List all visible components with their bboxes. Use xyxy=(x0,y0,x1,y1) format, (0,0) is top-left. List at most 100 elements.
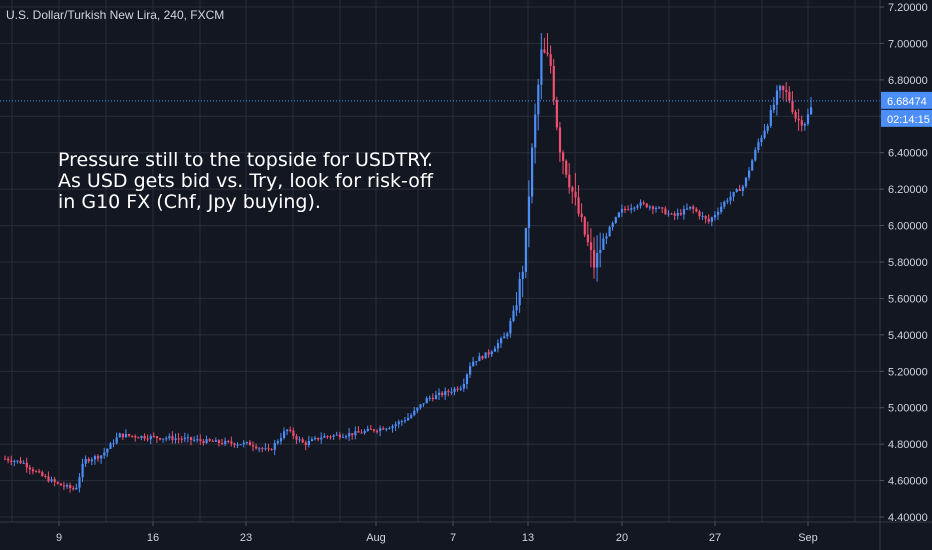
candle[interactable] xyxy=(512,305,515,323)
candle[interactable] xyxy=(177,433,180,444)
candle[interactable] xyxy=(543,37,546,54)
candles[interactable] xyxy=(4,33,813,493)
candle[interactable] xyxy=(304,440,307,451)
candle[interactable] xyxy=(614,216,617,225)
candle[interactable] xyxy=(90,457,93,466)
candle[interactable] xyxy=(642,200,645,206)
candle[interactable] xyxy=(438,388,441,401)
candle[interactable] xyxy=(419,403,422,410)
candle[interactable] xyxy=(109,441,112,449)
candle[interactable] xyxy=(106,448,109,457)
candle[interactable] xyxy=(236,442,239,448)
candle[interactable] xyxy=(230,436,233,447)
candle[interactable] xyxy=(744,177,748,189)
candle[interactable] xyxy=(4,455,7,460)
candle[interactable] xyxy=(462,378,465,392)
candle[interactable] xyxy=(329,435,332,440)
candle[interactable] xyxy=(239,444,242,446)
candle[interactable] xyxy=(171,431,174,444)
candle[interactable] xyxy=(664,206,667,215)
candle[interactable] xyxy=(283,427,286,440)
candle[interactable] xyxy=(568,163,571,194)
candle[interactable] xyxy=(518,272,521,313)
candle[interactable] xyxy=(413,406,416,417)
candle[interactable] xyxy=(245,441,248,445)
candle[interactable] xyxy=(180,436,183,443)
candle[interactable] xyxy=(255,443,258,450)
candle[interactable] xyxy=(624,205,627,213)
candle[interactable] xyxy=(273,439,276,456)
candle[interactable] xyxy=(159,437,162,441)
candle[interactable] xyxy=(155,435,159,443)
candle[interactable] xyxy=(735,188,738,193)
candle[interactable] xyxy=(75,483,78,490)
candle[interactable] xyxy=(645,203,648,209)
candle[interactable] xyxy=(360,429,363,434)
candle[interactable] xyxy=(775,85,779,116)
candle[interactable] xyxy=(208,438,211,442)
time-axis[interactable]: 9 16 23 Aug 7 13 20 27 Sep xyxy=(0,521,932,544)
candle[interactable] xyxy=(38,468,41,474)
candle[interactable] xyxy=(769,105,772,128)
candle[interactable] xyxy=(729,191,732,205)
candle[interactable] xyxy=(97,454,100,462)
candle[interactable] xyxy=(710,216,713,227)
candle[interactable] xyxy=(577,185,580,217)
candle[interactable] xyxy=(574,172,577,206)
candle[interactable] xyxy=(422,403,425,407)
candle[interactable] xyxy=(416,407,419,414)
candle[interactable] xyxy=(531,143,534,204)
candle[interactable] xyxy=(475,361,478,366)
candle[interactable] xyxy=(248,439,252,446)
candle[interactable] xyxy=(332,434,335,441)
candle[interactable] xyxy=(580,203,583,223)
candle[interactable] xyxy=(196,434,199,443)
candle[interactable] xyxy=(397,419,400,429)
candle[interactable] xyxy=(611,221,614,231)
candle[interactable] xyxy=(788,86,791,104)
candle[interactable] xyxy=(800,115,803,132)
candle[interactable] xyxy=(376,429,379,434)
candle[interactable] xyxy=(785,82,788,102)
candle[interactable] xyxy=(686,203,689,211)
candle[interactable] xyxy=(701,211,704,221)
candle[interactable] xyxy=(667,210,670,217)
candle[interactable] xyxy=(537,78,540,131)
candle[interactable] xyxy=(252,441,255,452)
candle[interactable] xyxy=(407,413,410,421)
candle[interactable] xyxy=(549,45,552,74)
candle[interactable] xyxy=(298,436,301,443)
candle[interactable] xyxy=(69,482,72,493)
candle[interactable] xyxy=(760,135,763,147)
candle[interactable] xyxy=(314,435,317,441)
candle[interactable] xyxy=(441,391,444,398)
candle[interactable] xyxy=(258,446,261,453)
candle[interactable] xyxy=(292,427,295,440)
candle[interactable] xyxy=(620,204,624,217)
candle[interactable] xyxy=(444,387,447,400)
candle[interactable] xyxy=(78,473,81,493)
symbol-title[interactable]: U.S. Dollar/Turkish New Lira, 240, FXCM xyxy=(6,8,225,22)
candle[interactable] xyxy=(648,205,651,211)
candle[interactable] xyxy=(25,457,28,473)
candle[interactable] xyxy=(41,470,44,477)
candle[interactable] xyxy=(16,460,19,464)
candle[interactable] xyxy=(453,386,456,396)
candle[interactable] xyxy=(741,184,744,197)
candle[interactable] xyxy=(301,437,304,443)
candle[interactable] xyxy=(766,123,769,134)
candle[interactable] xyxy=(162,438,165,443)
candle[interactable] xyxy=(524,227,527,279)
candle[interactable] xyxy=(447,388,450,397)
candle[interactable] xyxy=(326,435,329,440)
candle[interactable] xyxy=(193,436,196,443)
candle[interactable] xyxy=(369,425,372,430)
candle[interactable] xyxy=(757,138,760,153)
candle[interactable] xyxy=(366,425,369,432)
candle[interactable] xyxy=(363,428,366,435)
candle[interactable] xyxy=(751,158,754,171)
candle[interactable] xyxy=(53,477,56,487)
candle[interactable] xyxy=(673,211,676,221)
candle[interactable] xyxy=(565,159,568,178)
